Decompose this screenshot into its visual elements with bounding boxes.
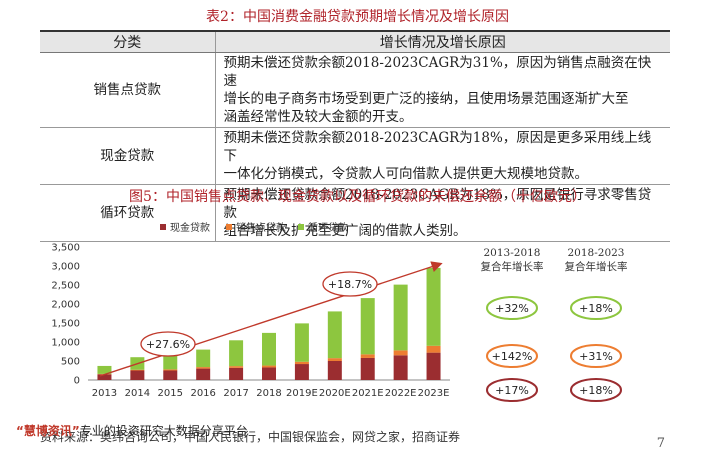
bar-segment bbox=[295, 323, 309, 361]
bar-segment bbox=[328, 358, 342, 361]
figure-title: 图5：中国销售点贷款、现金贷款以及循环贷款的未偿还余额（十亿欧元） bbox=[0, 186, 715, 206]
legend-swatch bbox=[226, 224, 232, 230]
header-category: 分类 bbox=[40, 31, 215, 53]
bar-segment bbox=[295, 362, 309, 364]
x-tick-label: 2019E bbox=[286, 388, 318, 399]
y-tick-label: 2,000 bbox=[51, 300, 80, 311]
y-tick-label: 3,500 bbox=[51, 243, 80, 254]
cagr-label: 复合年增长率 bbox=[565, 260, 628, 273]
table-row: 销售点贷款 预期未偿还贷款余额2018-2023CAGR为31%，原因为销售点融… bbox=[40, 53, 670, 128]
bar-segment bbox=[361, 298, 375, 354]
bar-segment bbox=[163, 369, 177, 370]
watermark: “慧博资讯”专业的投资研究大数据分享平台 bbox=[16, 422, 248, 439]
row-category: 销售点贷款 bbox=[40, 53, 215, 128]
cagr-value: +18% bbox=[579, 384, 613, 397]
row-category: 现金贷款 bbox=[40, 128, 215, 185]
bar-segment bbox=[262, 367, 276, 380]
y-tick-label: 1,000 bbox=[51, 338, 80, 349]
cagr-period: 2018-2023 bbox=[568, 247, 625, 259]
cagr-value: +17% bbox=[495, 384, 529, 397]
bar-segment bbox=[262, 366, 276, 368]
cagr-value: +32% bbox=[495, 302, 529, 315]
legend-swatch bbox=[160, 224, 166, 230]
cagr-value: +142% bbox=[492, 350, 533, 363]
watermark-text: 专业的投资研究大数据分享平台 bbox=[80, 424, 248, 438]
cagr-label: 复合年增长率 bbox=[481, 260, 544, 273]
bar-segment bbox=[394, 355, 408, 380]
bar-segment bbox=[394, 350, 408, 355]
watermark-brand: “慧博资讯” bbox=[16, 424, 80, 438]
bar-segment bbox=[130, 371, 144, 381]
y-tick-label: 500 bbox=[61, 357, 80, 368]
x-tick-label: 2021E bbox=[352, 388, 384, 399]
legend-label: 销售点贷款 bbox=[236, 221, 286, 234]
page-number: 7 bbox=[657, 436, 665, 451]
bar-segment bbox=[196, 350, 210, 367]
bar-segment bbox=[394, 285, 408, 351]
y-tick-label: 1,500 bbox=[51, 319, 80, 330]
y-tick-label: 2,500 bbox=[51, 281, 80, 292]
bar-segment bbox=[361, 354, 375, 358]
x-tick-label: 2022E bbox=[385, 388, 417, 399]
legend-swatch bbox=[298, 224, 304, 230]
table-title: 表2：中国消费金融贷款预期增长情况及增长原因 bbox=[0, 6, 715, 26]
x-tick-label: 2015 bbox=[158, 388, 183, 399]
x-tick-label: 2013 bbox=[92, 388, 117, 399]
bar-segment bbox=[427, 353, 441, 380]
bar-segment bbox=[262, 333, 276, 366]
bar-segment bbox=[295, 364, 309, 380]
growth-annotation: +18.7% bbox=[328, 278, 372, 291]
y-tick-label: 3,000 bbox=[51, 262, 80, 273]
cagr-value: +18% bbox=[579, 302, 613, 315]
legend-label: 循环贷款 bbox=[308, 221, 348, 234]
bar-segment bbox=[361, 358, 375, 380]
bar-segment bbox=[328, 311, 342, 358]
header-reason: 增长情况及增长原因 bbox=[215, 31, 670, 53]
x-tick-label: 2017 bbox=[223, 388, 248, 399]
bar-segment bbox=[229, 368, 243, 380]
bar-segment bbox=[196, 367, 210, 369]
bar-segment bbox=[229, 366, 243, 368]
bar-segment bbox=[130, 370, 144, 371]
bar-segment bbox=[328, 361, 342, 380]
growth-annotation: +27.6% bbox=[146, 338, 190, 351]
cagr-period: 2013-2018 bbox=[484, 247, 541, 259]
x-tick-label: 2023E bbox=[418, 388, 450, 399]
cagr-value: +31% bbox=[579, 350, 613, 363]
stacked-bar-chart: 现金贷款 销售点贷款 循环贷款 0 500 1,000 1,500 2,000 2,500 3,… bbox=[0, 208, 715, 423]
bar-segment bbox=[196, 369, 210, 380]
row-description: 预期未偿还贷款余额2018-2023CAGR为31%，原因为销售点融资在快速 增… bbox=[215, 53, 670, 128]
y-tick-label: 0 bbox=[74, 376, 80, 387]
table-row: 现金贷款 预期未偿还贷款余额2018-2023CAGR为18%，原因是更多采用线… bbox=[40, 128, 670, 185]
bar-segment bbox=[229, 340, 243, 366]
x-tick-label: 2014 bbox=[125, 388, 150, 399]
row-description: 预期未偿还贷款余额2018-2023CAGR为18%，原因是更多采用线上线下 一… bbox=[215, 128, 670, 185]
bar-segment bbox=[427, 346, 441, 353]
x-tick-label: 2020E bbox=[319, 388, 351, 399]
bar-segment bbox=[427, 268, 441, 346]
legend-label: 现金贷款 bbox=[170, 221, 210, 234]
bar-segment bbox=[163, 371, 177, 381]
x-tick-label: 2018 bbox=[256, 388, 281, 399]
x-tick-label: 2016 bbox=[190, 388, 215, 399]
